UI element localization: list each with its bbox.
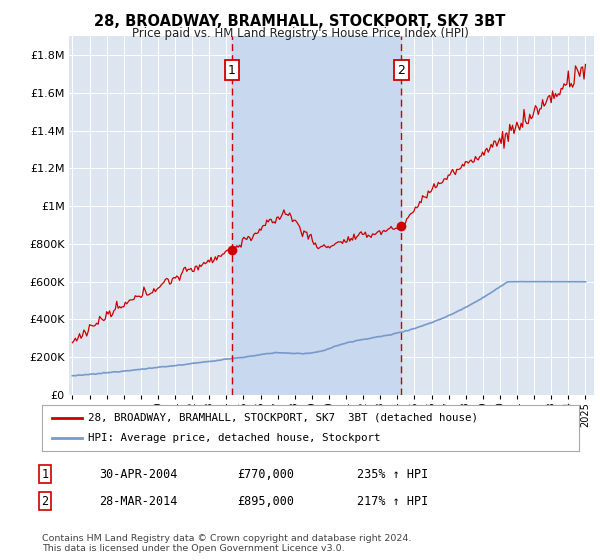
Text: 1: 1 bbox=[41, 468, 49, 481]
Text: 30-APR-2004: 30-APR-2004 bbox=[99, 468, 178, 481]
Text: 28, BROADWAY, BRAMHALL, STOCKPORT, SK7  3BT (detached house): 28, BROADWAY, BRAMHALL, STOCKPORT, SK7 3… bbox=[88, 413, 478, 423]
Text: £895,000: £895,000 bbox=[237, 494, 294, 508]
Text: 235% ↑ HPI: 235% ↑ HPI bbox=[357, 468, 428, 481]
Text: 2: 2 bbox=[398, 64, 406, 77]
Text: 1: 1 bbox=[228, 64, 236, 77]
Bar bbox=[232, 36, 401, 395]
Text: 2: 2 bbox=[41, 494, 49, 508]
Text: Price paid vs. HM Land Registry's House Price Index (HPI): Price paid vs. HM Land Registry's House … bbox=[131, 27, 469, 40]
Text: HPI: Average price, detached house, Stockport: HPI: Average price, detached house, Stoc… bbox=[88, 433, 380, 443]
Text: 28-MAR-2014: 28-MAR-2014 bbox=[99, 494, 178, 508]
Text: 217% ↑ HPI: 217% ↑ HPI bbox=[357, 494, 428, 508]
Text: £770,000: £770,000 bbox=[237, 468, 294, 481]
Text: 28, BROADWAY, BRAMHALL, STOCKPORT, SK7 3BT: 28, BROADWAY, BRAMHALL, STOCKPORT, SK7 3… bbox=[94, 14, 506, 29]
Text: Contains HM Land Registry data © Crown copyright and database right 2024.
This d: Contains HM Land Registry data © Crown c… bbox=[42, 534, 412, 553]
